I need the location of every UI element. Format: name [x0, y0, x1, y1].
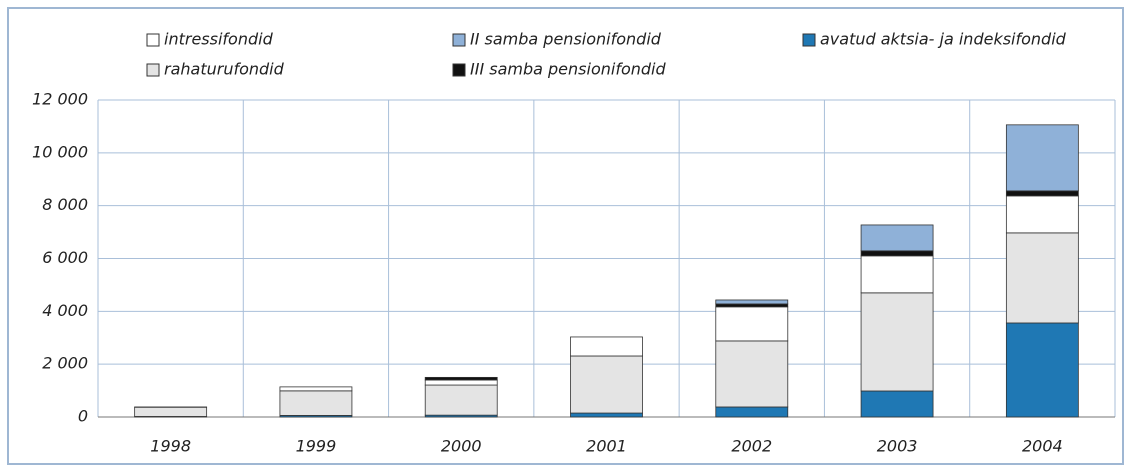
bar-segment: [715, 299, 789, 305]
bar-segment: [1005, 195, 1079, 234]
bar-segment: [860, 292, 934, 392]
x-tick-label: 2003: [877, 437, 918, 456]
bar-segment: [1005, 124, 1079, 192]
legend-label: rahaturufondid: [164, 60, 285, 79]
y-tick-label: 4 000: [42, 301, 88, 320]
y-tick-label: 12 000: [32, 90, 88, 109]
bar-segment: [860, 250, 934, 257]
x-tick-label: 2000: [441, 437, 482, 456]
bar-segment: [570, 336, 643, 357]
bar-segment: [279, 386, 353, 392]
bar-segment: [424, 376, 498, 381]
bar-segment: [1005, 322, 1079, 418]
bar-segment: [715, 406, 789, 418]
bar-segment: [860, 255, 934, 294]
legend-label: III samba pensionifondid: [470, 60, 666, 79]
x-tick-label: 2001: [586, 437, 627, 456]
y-tick-label: 0: [78, 407, 88, 426]
legend-swatch: [452, 33, 466, 47]
y-tick-label: 8 000: [42, 195, 88, 214]
bar-segment: [715, 340, 789, 408]
bar-segment: [570, 412, 643, 418]
legend-swatch: [146, 33, 160, 47]
bar-segment: [424, 384, 498, 416]
y-tick-label: 2 000: [42, 354, 88, 373]
legend-swatch: [452, 63, 466, 77]
bar-segment: [424, 379, 498, 386]
x-tick-label: 2004: [1022, 437, 1063, 456]
y-tick-label: 10 000: [32, 142, 88, 161]
bar-segment: [279, 390, 353, 416]
bar-segment: [715, 303, 789, 308]
x-tick-label: 1999: [296, 437, 337, 456]
bar-segment: [860, 390, 934, 418]
frame: [7, 7, 1124, 465]
legend-swatch: [146, 63, 160, 77]
bar-segment: [860, 224, 934, 252]
bar-segment: [1005, 232, 1079, 324]
x-tick-label: 2002: [731, 437, 772, 456]
legend-label: intressifondid: [164, 30, 274, 49]
legend-swatch: [802, 33, 816, 47]
y-tick-label: 6 000: [42, 248, 88, 267]
x-tick-label: 1998: [150, 437, 191, 456]
bar-segment: [715, 306, 789, 342]
legend-label: II samba pensionifondid: [470, 30, 662, 49]
bar-segment: [134, 406, 208, 417]
legend-label: avatud aktsia- ja indeksifondid: [820, 30, 1067, 49]
bar-segment: [570, 355, 643, 414]
bar-segment: [1005, 190, 1079, 197]
